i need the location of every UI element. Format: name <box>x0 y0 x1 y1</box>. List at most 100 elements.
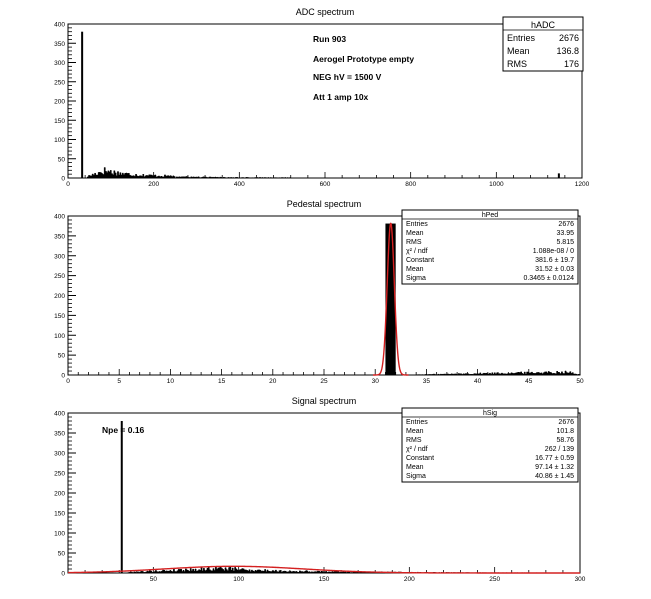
y-tick-label: 200 <box>54 99 65 106</box>
stats-box-frame <box>401 209 579 285</box>
x-tick-label: 50 <box>576 378 584 385</box>
stats-box-title: hADC <box>531 20 556 30</box>
x-tick-label: 45 <box>525 378 533 385</box>
y-tick-label: 100 <box>54 137 65 144</box>
stats-row-value: 97.14 ± 1.32 <box>535 464 574 471</box>
chart-pad-2: Pedestal spectrum05010015020025030035040… <box>54 199 584 385</box>
stats-row-label: Constant <box>406 257 434 264</box>
chart-title: Signal spectrum <box>292 396 357 406</box>
stats-row-label: Sigma <box>406 473 426 480</box>
x-tick-label: 35 <box>423 378 431 385</box>
stats-row-label: Constant <box>406 455 434 462</box>
stats-row-label: Entries <box>507 33 536 43</box>
annotation-text: Aerogel Prototype empty <box>313 54 414 64</box>
x-tick-label: 30 <box>372 378 380 385</box>
stats-row-label: χ² / ndf <box>406 446 428 453</box>
histogram-bins <box>174 176 291 179</box>
x-tick-label: 200 <box>148 181 159 188</box>
y-tick-label: 200 <box>54 491 65 498</box>
x-tick-label: 100 <box>233 576 244 583</box>
y-tick-label: 300 <box>54 60 65 67</box>
y-tick-label: 300 <box>54 253 65 260</box>
stats-row-label: Mean <box>406 464 424 471</box>
x-tick-label: 300 <box>575 576 586 583</box>
stats-box: hPed Entries 2676 Mean 33.95 RMS 5.815 χ² / ndf… <box>401 209 579 285</box>
y-tick-label: 150 <box>54 313 65 320</box>
histogram-spike <box>120 421 123 573</box>
y-tick-label: 0 <box>61 571 65 578</box>
stats-row-label: Mean <box>507 46 530 56</box>
stats-row-label: Entries <box>406 419 428 426</box>
histogram-spike <box>81 31 84 179</box>
chart-title: ADC spectrum <box>296 7 355 17</box>
stats-box: hADC Entries 2676 Mean 136.8 RMS 176 <box>502 16 584 72</box>
stats-row-label: Mean <box>406 266 424 273</box>
y-tick-label: 100 <box>54 333 65 340</box>
fit-curve <box>373 222 409 376</box>
stats-box-title: hPed <box>482 212 498 219</box>
stats-box: hSig Entries 2676 Mean 101.8 RMS 58.76 χ² / ndf… <box>401 407 579 483</box>
chart-pad-1: ADC spectrum 0 50 100 150 200 250 300 350 400 0 200… <box>54 7 589 188</box>
y-tick-label: 350 <box>54 431 65 438</box>
x-tick-label: 10 <box>167 378 175 385</box>
histogram-bins <box>87 167 176 179</box>
y-tick-label: 250 <box>54 79 65 86</box>
x-tick-label: 5 <box>117 378 121 385</box>
stats-row-value: 176 <box>564 59 579 69</box>
y-tick-label: 350 <box>54 41 65 48</box>
stats-row-label: χ² / ndf <box>406 248 428 255</box>
y-tick-label: 150 <box>54 118 65 125</box>
stats-row-value: 2676 <box>559 33 579 43</box>
y-tick-label: 350 <box>54 233 65 240</box>
y-tick-label: 50 <box>58 353 66 360</box>
histogram-bins <box>415 370 581 376</box>
stats-row-value: 5.815 <box>556 239 574 246</box>
y-tick-label: 150 <box>54 511 65 518</box>
y-tick-label: 0 <box>61 176 65 183</box>
stats-row-label: RMS <box>406 437 422 444</box>
stats-row-value: 58.76 <box>556 437 574 444</box>
stats-row-label: RMS <box>507 59 527 69</box>
stats-row-value: 40.86 ± 1.45 <box>535 473 574 480</box>
stats-row-value: 262 / 139 <box>545 446 574 453</box>
stats-row-value: 2676 <box>558 419 574 426</box>
y-tick-label: 250 <box>54 273 65 280</box>
y-tick-label: 250 <box>54 471 65 478</box>
x-tick-label: 40 <box>474 378 482 385</box>
x-tick-label: 800 <box>405 181 416 188</box>
stats-row-value: 101.8 <box>556 428 574 435</box>
x-tick-label: 200 <box>404 576 415 583</box>
stats-row-label: Mean <box>406 230 424 237</box>
stats-row-value: 1.088e-08 / 0 <box>533 248 574 255</box>
stats-box-frame <box>401 407 579 483</box>
x-tick-label: 0 <box>66 378 70 385</box>
chart-pad-3: Signal spectrum 0 50 100 150 200 250 300 350 400 5… <box>54 396 586 583</box>
stats-box-title: hSig <box>483 410 497 417</box>
stats-row-value: 136.8 <box>556 46 579 56</box>
stats-box-frame <box>502 16 584 72</box>
y-tick-label: 200 <box>54 293 65 300</box>
x-tick-label: 0 <box>66 181 70 188</box>
x-tick-label: 50 <box>150 576 158 583</box>
y-tick-label: 100 <box>54 531 65 538</box>
y-tick-label: 50 <box>58 156 66 163</box>
y-tick-label: 50 <box>58 551 66 558</box>
stats-row-value: 31.52 ± 0.03 <box>535 266 574 273</box>
stats-row-value: 2676 <box>558 221 574 228</box>
fit-curve <box>67 565 580 574</box>
annotation-text: Run 903 <box>313 34 346 44</box>
annotation-text: NEG hV = 1500 V <box>313 72 382 82</box>
y-tick-label: 400 <box>54 22 65 29</box>
stats-row-value: 33.95 <box>556 230 574 237</box>
x-tick-label: 20 <box>269 378 277 385</box>
x-tick-label: 150 <box>319 576 330 583</box>
x-tick-label: 25 <box>320 378 328 385</box>
x-tick-label: 15 <box>218 378 226 385</box>
stats-row-value: 0.3465 ± 0.0124 <box>523 275 574 282</box>
x-tick-label: 1000 <box>489 181 504 188</box>
histogram-bins <box>127 566 377 574</box>
x-tick-label: 600 <box>320 181 331 188</box>
y-tick-label: 300 <box>54 451 65 458</box>
histogram-bar <box>385 223 396 375</box>
annotation-text: Npe = 0.16 <box>102 425 145 435</box>
